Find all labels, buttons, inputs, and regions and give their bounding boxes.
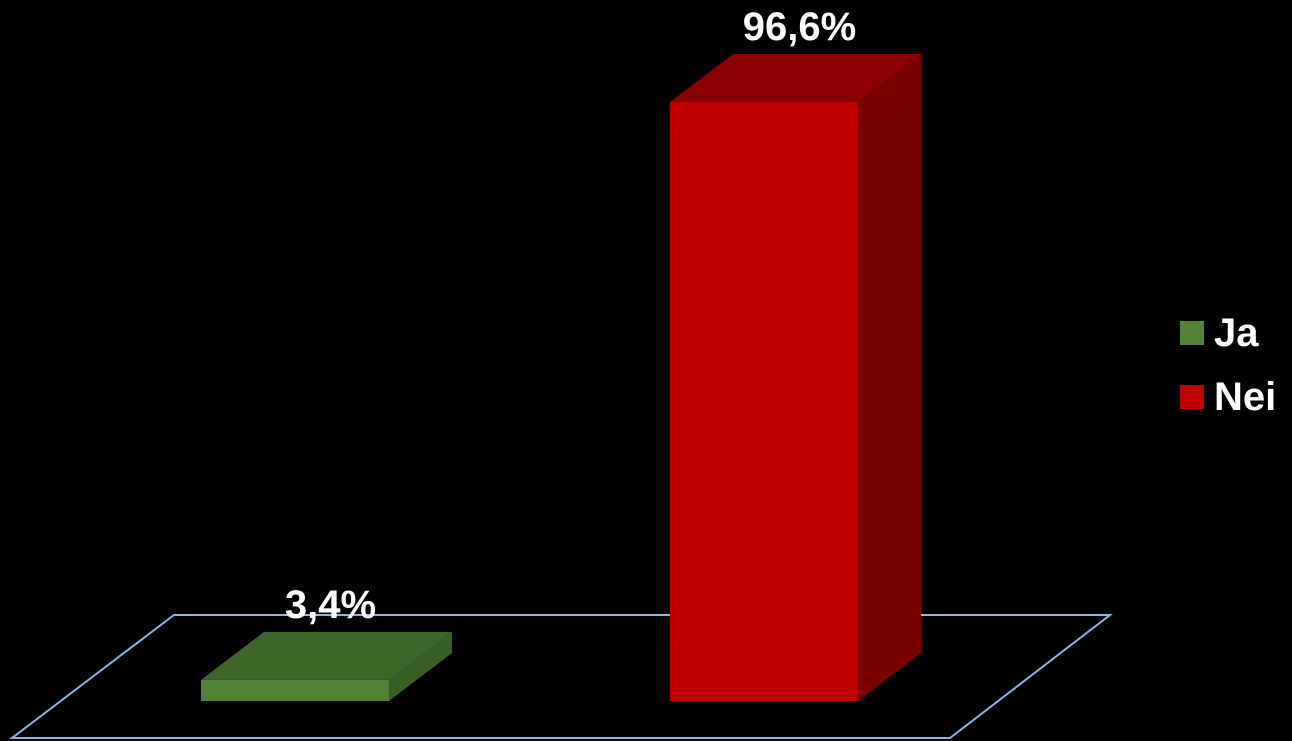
legend-swatch-nei (1180, 385, 1204, 409)
bar-front-ja (201, 679, 389, 701)
chart-floor (9, 614, 1113, 739)
legend-item-ja: Ja (1180, 308, 1276, 358)
bar-top-ja (201, 631, 452, 680)
bar-ja (201, 631, 452, 701)
legend-label-nei: Nei (1214, 375, 1277, 419)
bar-nei (670, 54, 921, 701)
data-label-nei: 96,6% (743, 5, 856, 49)
bar-top-nei (670, 54, 921, 102)
legend-label-ja: Ja (1214, 311, 1259, 355)
legend: Ja Nei (1180, 308, 1276, 436)
data-label-ja: 3,4% (285, 583, 376, 627)
legend-item-nei: Nei (1180, 372, 1276, 422)
legend-swatch-ja (1180, 321, 1204, 345)
bar-front-nei (670, 102, 858, 701)
data-labels-group: 3,4% 96,6% (285, 5, 856, 627)
bar-side-nei (858, 54, 921, 701)
bar-side-ja (389, 631, 452, 701)
bars-group (201, 54, 921, 701)
